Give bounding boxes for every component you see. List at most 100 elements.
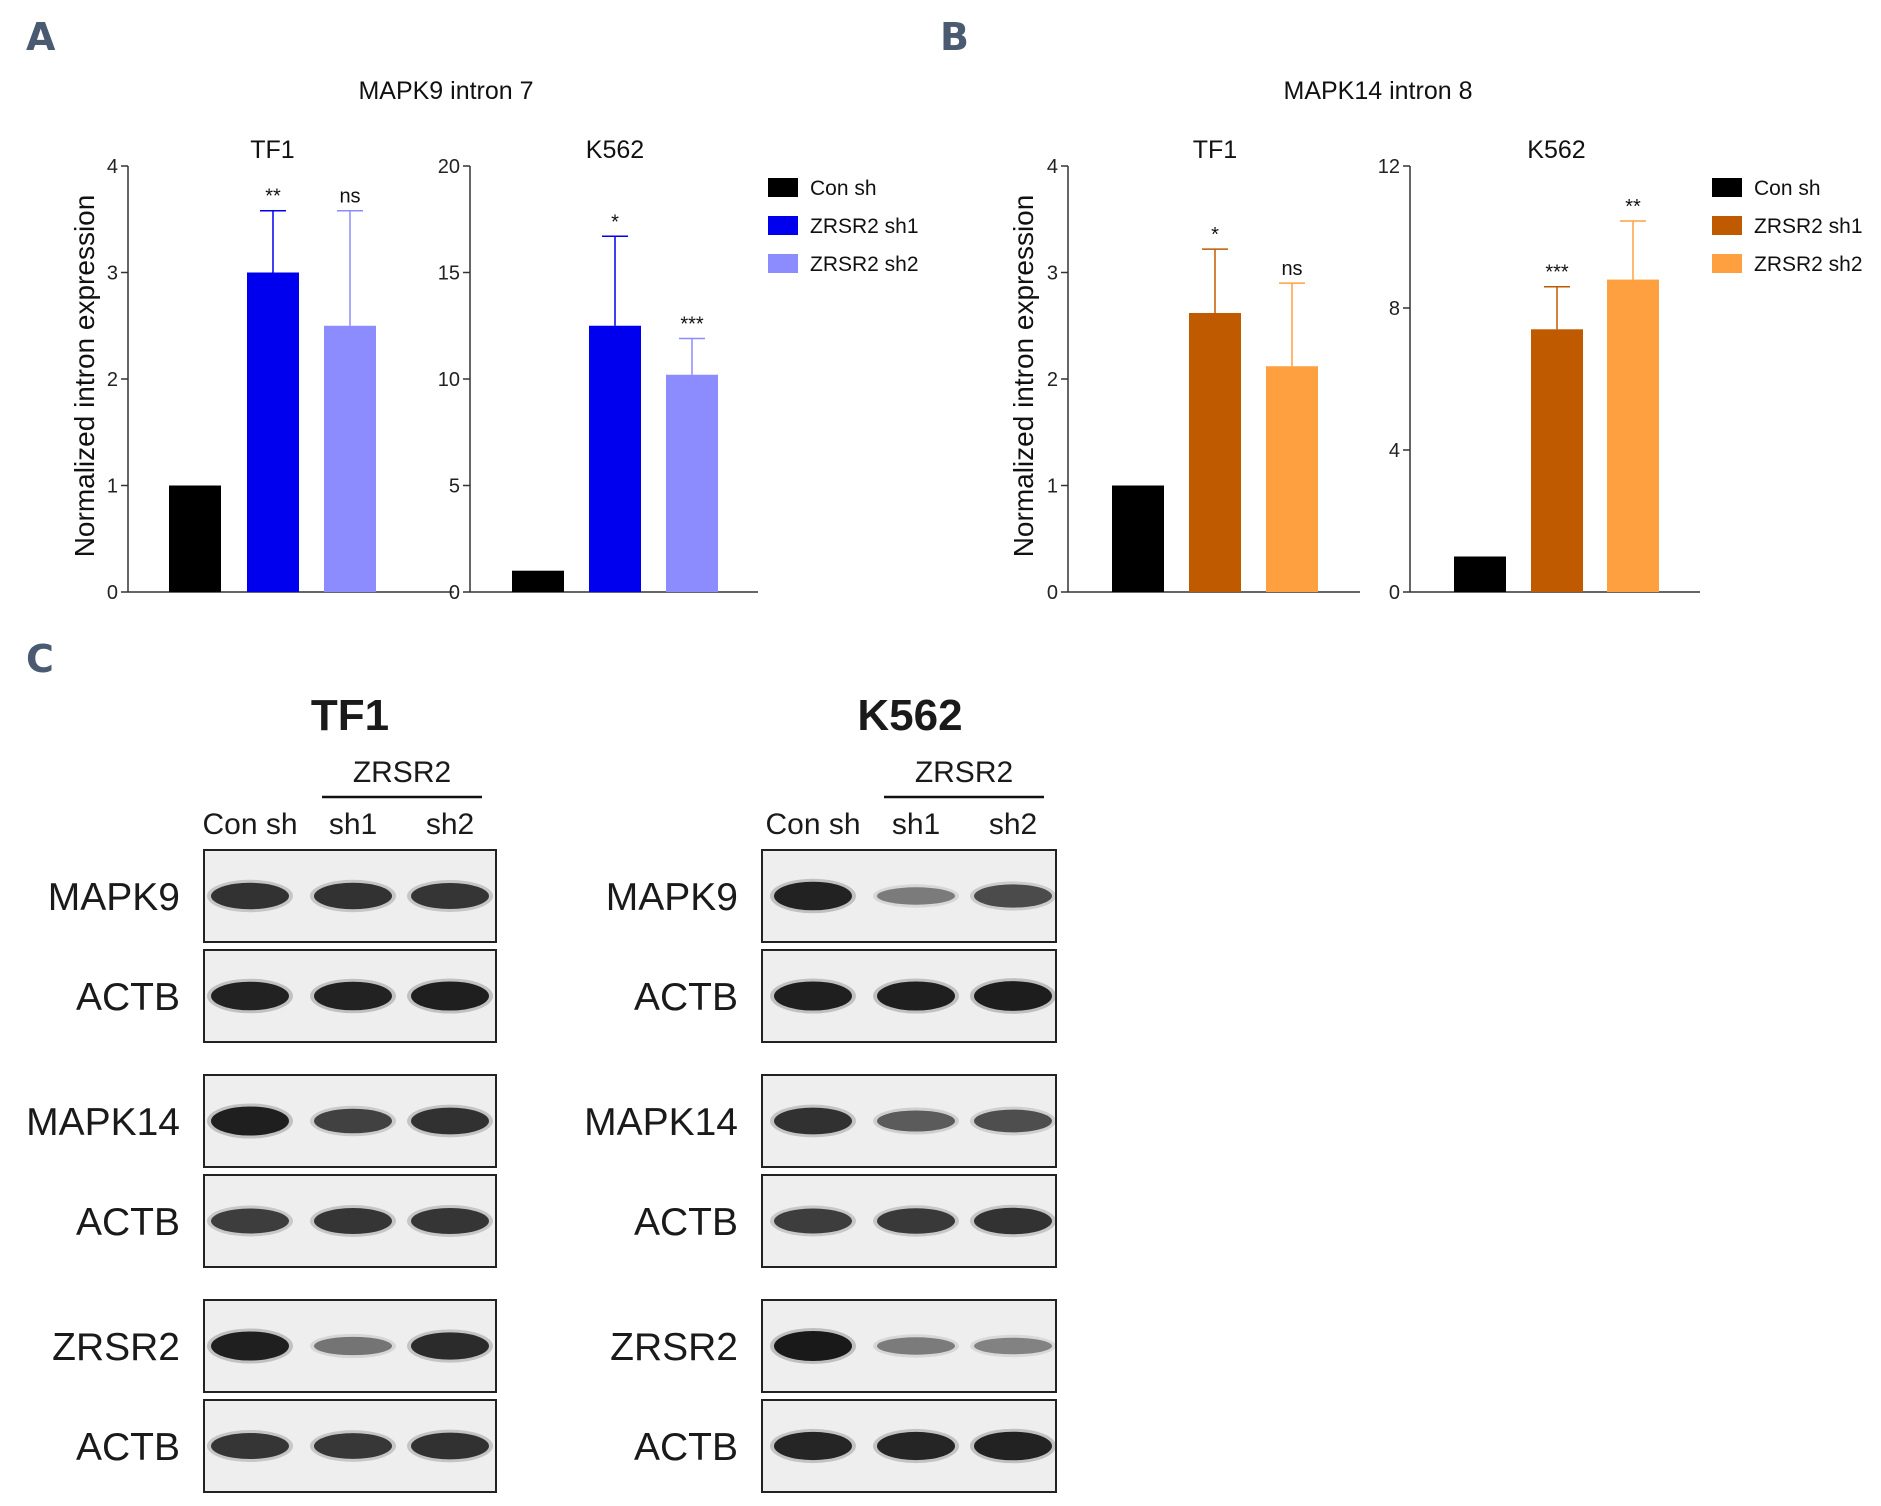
bar-3 xyxy=(324,325,376,592)
blot-band xyxy=(877,981,955,1011)
blot-band-halo xyxy=(873,1428,959,1464)
legend-label: ZRSR2 sh2 xyxy=(1754,253,1863,276)
panel-a-y-axis-label: Normalized intron expression xyxy=(69,195,100,558)
legend-swatch xyxy=(1712,216,1742,235)
chart-subtitle: K562 xyxy=(1527,136,1585,164)
significance-label: ns xyxy=(339,186,360,208)
blot-band xyxy=(411,1432,489,1460)
blot-band xyxy=(411,981,489,1011)
blot-band xyxy=(974,1431,1052,1461)
y-tick-label: 0 xyxy=(107,582,118,604)
blot-lane-label: Con sh xyxy=(202,808,297,841)
panel-letter-a: A xyxy=(26,15,56,59)
blot-band-halo xyxy=(207,1103,293,1139)
chart-b-tf1: 0 1 2 3 4 TF1 * ns xyxy=(1047,136,1360,604)
blot-title: K562 xyxy=(857,691,962,740)
blot-band xyxy=(974,884,1052,908)
legend-a: Con sh ZRSR2 sh1 ZRSR2 sh2 xyxy=(768,177,919,276)
chart-subtitle: K562 xyxy=(586,136,644,164)
y-tick-label: 0 xyxy=(1389,582,1400,604)
bar-3 xyxy=(1266,366,1318,592)
y-tick-label: 1 xyxy=(107,476,118,498)
western-blot-tf1: TF1 ZRSR2 Con sh sh1 sh2 MAPK9 ACTB MAPK14 ACTB Z… xyxy=(26,691,497,1493)
blot-band xyxy=(877,1208,955,1234)
blot-band-halo xyxy=(310,978,396,1014)
blot-band-halo xyxy=(310,879,396,913)
y-tick-label: 3 xyxy=(1047,263,1058,285)
blot-band-halo xyxy=(770,1328,856,1364)
blot-band xyxy=(774,1208,852,1234)
blot-row-label: MAPK9 xyxy=(606,876,738,919)
blot-band-halo xyxy=(873,1205,959,1237)
bar-1 xyxy=(1454,556,1506,592)
blot-band xyxy=(411,1207,489,1235)
bar-1 xyxy=(1112,485,1164,592)
y-tick-label: 10 xyxy=(438,369,460,391)
blot-title: TF1 xyxy=(311,691,389,740)
y-tick-label: 2 xyxy=(1047,369,1058,391)
blot-band xyxy=(211,1106,289,1136)
blot-row-label: ACTB xyxy=(76,1201,180,1244)
blot-band-halo xyxy=(207,978,293,1014)
blot-band xyxy=(774,1431,852,1461)
blot-band xyxy=(211,981,289,1011)
blot-band-halo xyxy=(407,1329,493,1363)
blot-band-halo xyxy=(310,1204,396,1238)
blot-band-halo xyxy=(310,1333,396,1359)
blot-band xyxy=(974,981,1052,1011)
legend-swatch xyxy=(768,178,798,197)
blot-band-halo xyxy=(207,1205,293,1237)
blot-band-halo xyxy=(770,1428,856,1464)
blot-band xyxy=(877,887,955,905)
bar-1 xyxy=(512,570,564,592)
western-blot-k562: K562 ZRSR2 Con sh sh1 sh2 MAPK9 ACTB MAPK14 ACTB… xyxy=(584,691,1057,1493)
y-tick-label: 0 xyxy=(449,582,460,604)
y-tick-label: 0 xyxy=(1047,582,1058,604)
panel-letter-c: C xyxy=(26,637,54,681)
significance-label: *** xyxy=(1545,262,1569,284)
blot-lane-label: sh1 xyxy=(329,808,377,841)
blot-band xyxy=(774,881,852,911)
significance-label: *** xyxy=(680,314,704,336)
blot-band-halo xyxy=(970,978,1056,1014)
blot-row-label: ACTB xyxy=(76,1426,180,1469)
legend-label: ZRSR2 sh1 xyxy=(810,215,919,238)
blot-band-halo xyxy=(770,978,856,1014)
panel-b-title: MAPK14 intron 8 xyxy=(1284,77,1473,105)
blot-row-label: ACTB xyxy=(634,1426,738,1469)
blot-band-halo xyxy=(207,879,293,913)
legend-swatch xyxy=(768,254,798,273)
blot-row-label: MAPK14 xyxy=(26,1101,180,1144)
chart-subtitle: TF1 xyxy=(1193,136,1237,164)
y-tick-label: 5 xyxy=(449,476,460,498)
blot-band xyxy=(774,1331,852,1361)
panel-letter-b: B xyxy=(940,15,969,59)
blot-band xyxy=(314,1108,392,1134)
panel-a-title: MAPK9 intron 7 xyxy=(358,77,533,105)
significance-label: ns xyxy=(1281,258,1302,280)
significance-label: * xyxy=(1211,224,1219,246)
blot-band-halo xyxy=(310,1105,396,1137)
bar-1 xyxy=(169,485,221,592)
y-tick-label: 4 xyxy=(1389,440,1400,462)
blot-band-halo xyxy=(407,1204,493,1238)
blot-band-halo xyxy=(970,1334,1056,1358)
blot-band-halo xyxy=(970,1204,1056,1238)
blot-band xyxy=(314,1433,392,1459)
legend-swatch xyxy=(1712,178,1742,197)
blot-row-label: ACTB xyxy=(76,976,180,1019)
significance-label: ** xyxy=(265,186,281,208)
legend-swatch xyxy=(768,216,798,235)
blot-band-halo xyxy=(970,1428,1056,1464)
blot-band xyxy=(314,1336,392,1356)
blot-group-label: ZRSR2 xyxy=(353,756,451,789)
bar-2 xyxy=(1189,312,1241,592)
bar-2 xyxy=(1531,329,1583,592)
blot-band xyxy=(411,1332,489,1360)
legend-label: Con sh xyxy=(1754,177,1821,200)
blot-band-halo xyxy=(873,884,959,908)
legend-b: Con sh ZRSR2 sh1 ZRSR2 sh2 xyxy=(1712,177,1863,276)
blot-band-halo xyxy=(970,1106,1056,1136)
